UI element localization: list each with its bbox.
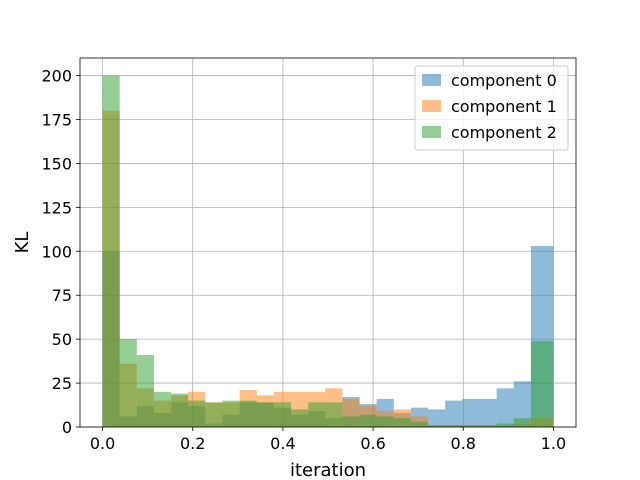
histogram-bar xyxy=(102,75,120,428)
y-axis-ticks: 0 25 50 75 100 125 150 175 200 xyxy=(41,67,80,437)
y-tick-label: 175 xyxy=(41,111,72,130)
x-tick-label: 0.4 xyxy=(270,434,295,453)
x-tick-label: 0.6 xyxy=(360,434,385,453)
histogram-bar xyxy=(530,340,554,427)
legend-swatch xyxy=(422,74,441,86)
histogram-bar xyxy=(153,391,172,427)
x-tick-label: 0.2 xyxy=(180,434,205,453)
y-tick-label: 125 xyxy=(41,198,72,217)
y-tick-label: 50 xyxy=(52,330,72,349)
y-tick-label: 75 xyxy=(52,286,72,305)
histogram-bar xyxy=(325,402,343,427)
histogram-bar xyxy=(393,418,411,427)
histogram-bar xyxy=(188,400,206,427)
histogram-bar xyxy=(496,388,514,427)
histogram-bar xyxy=(119,339,137,427)
histogram-bar xyxy=(462,425,480,427)
plot-frame xyxy=(79,57,577,428)
legend-label: component 1 xyxy=(451,97,557,116)
histogram-bar xyxy=(513,418,531,427)
y-tick-label: 0 xyxy=(62,418,72,437)
grid-lines xyxy=(80,58,576,428)
series-2-bars xyxy=(102,75,554,428)
histogram-bar xyxy=(479,425,497,427)
y-tick-label: 150 xyxy=(41,154,72,173)
histogram-bar xyxy=(410,421,429,427)
histogram-bar xyxy=(342,416,360,427)
y-axis-label: KL xyxy=(12,232,33,254)
histogram-bar xyxy=(273,402,292,427)
x-tick-label: 0.0 xyxy=(90,434,115,453)
histogram-bar xyxy=(291,409,309,427)
histogram-bar xyxy=(171,393,189,427)
histogram-bar xyxy=(479,398,497,427)
legend-swatch xyxy=(422,126,441,138)
histogram-bar xyxy=(239,400,257,427)
histogram-bars xyxy=(102,75,554,428)
legend-box xyxy=(414,65,569,151)
x-tick-label: 0.8 xyxy=(451,434,476,453)
legend-label: component 2 xyxy=(451,123,557,142)
histogram-bar xyxy=(513,381,531,427)
histogram-bar xyxy=(445,400,463,427)
y-tick-label: 100 xyxy=(41,242,72,261)
y-tick-label: 25 xyxy=(52,374,72,393)
histogram-bar xyxy=(496,423,514,427)
histogram-bar xyxy=(445,425,463,427)
histogram-bar xyxy=(222,400,240,427)
y-tick-label: 200 xyxy=(41,67,72,86)
x-axis-ticks: 0.0 0.2 0.4 0.6 0.8 1.0 xyxy=(90,427,566,453)
histogram-bar xyxy=(308,402,326,427)
histogram-bar xyxy=(428,409,446,427)
histogram-bar xyxy=(256,402,274,427)
histogram-bar xyxy=(462,398,480,427)
x-axis-label: iteration xyxy=(290,460,366,480)
legend: component 0 component 1 component 2 xyxy=(414,65,569,151)
histogram-bar xyxy=(205,402,223,427)
legend-label: component 0 xyxy=(451,71,557,90)
histogram-bar xyxy=(376,416,394,427)
histogram-bar xyxy=(428,425,446,427)
legend-swatch xyxy=(422,100,441,112)
histogram-bar xyxy=(359,414,377,427)
x-tick-label: 1.0 xyxy=(541,434,566,453)
histogram-bar xyxy=(136,354,154,427)
